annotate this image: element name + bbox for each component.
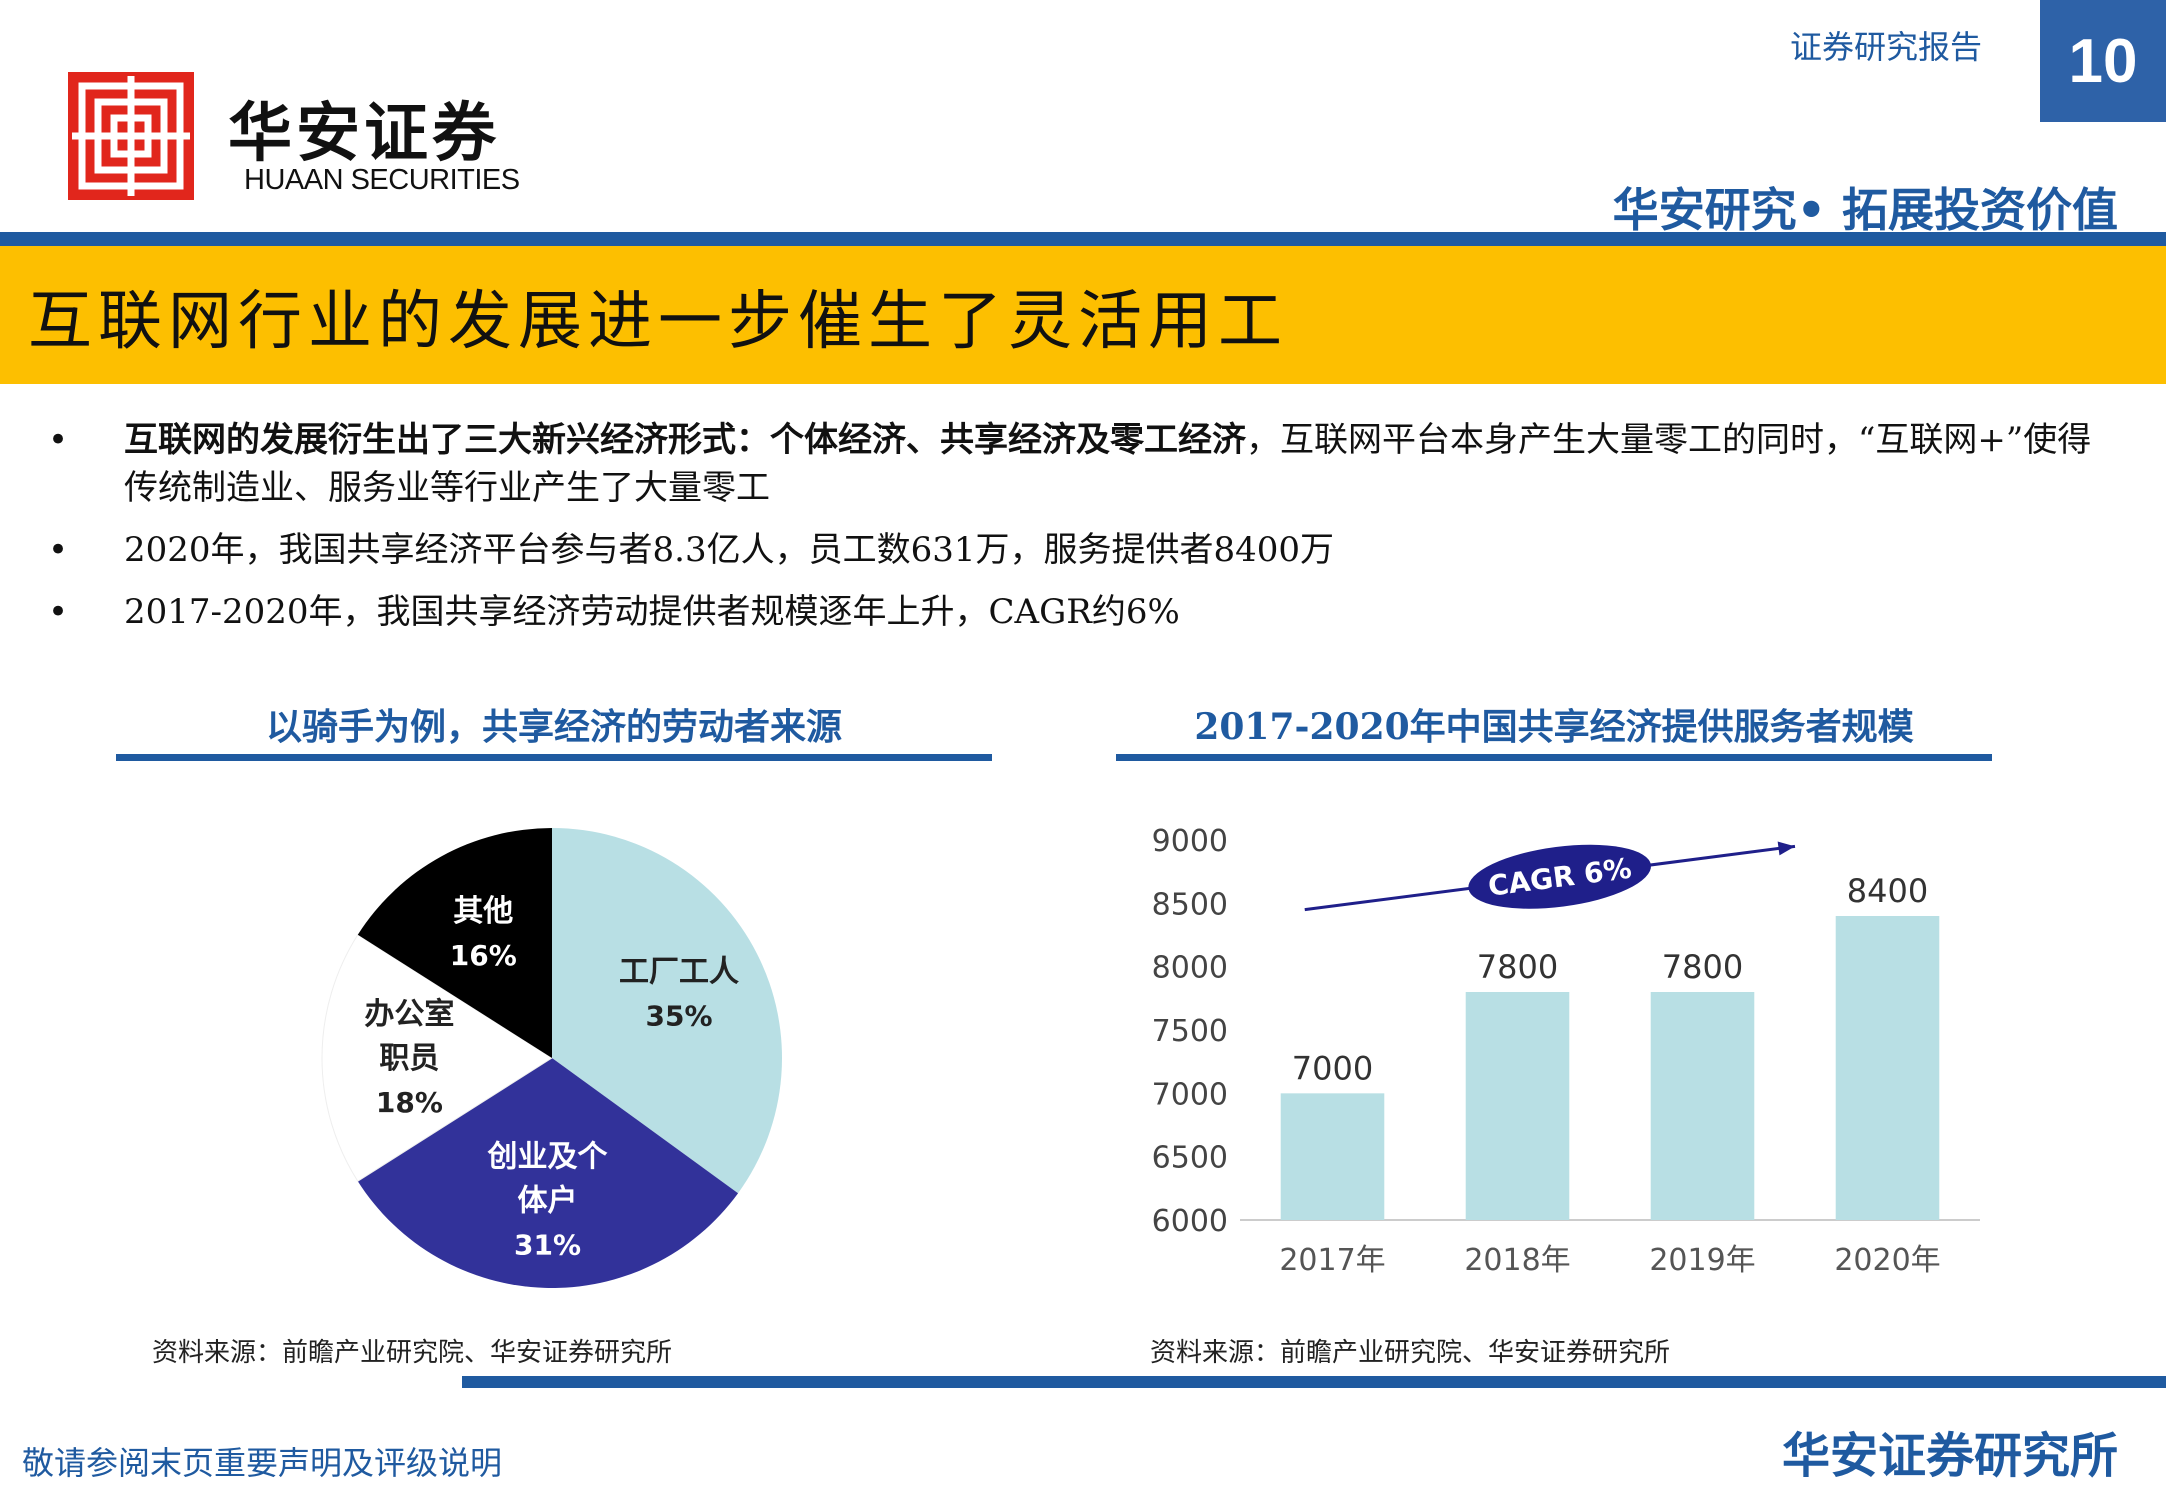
- x-tick-label: 2017年: [1279, 1243, 1385, 1278]
- pie-slice-label: 工厂工人: [619, 954, 739, 989]
- pie-slice-label: 创业及个: [487, 1140, 609, 1175]
- right-source: 资料来源：前瞻产业研究院、华安证券研究所: [1150, 1338, 1671, 1368]
- pie-slice-value: 31%: [514, 1229, 581, 1262]
- logo-chinese-name: 华安证券: [228, 96, 500, 171]
- x-tick-label: 2018年: [1464, 1243, 1570, 1278]
- bar: [1280, 1093, 1385, 1220]
- pie-slice-value: 16%: [450, 939, 517, 972]
- bar: [1835, 916, 1940, 1220]
- bullet-dot: •: [48, 420, 69, 460]
- pie-slice-label: 体户: [518, 1184, 578, 1219]
- pie-slice: [321, 934, 553, 1182]
- bar-value-label: 7800: [1477, 948, 1558, 986]
- cagr-badge: [1468, 844, 1652, 909]
- bar: [1650, 992, 1755, 1220]
- y-tick-label: 7500: [1152, 1014, 1228, 1049]
- pie-slice: [357, 1058, 739, 1288]
- bullet-dot: •: [48, 530, 69, 570]
- bar: [1465, 992, 1570, 1220]
- pie-slice: [552, 828, 782, 1194]
- pie-slice-label: 办公室: [364, 997, 454, 1032]
- y-tick-label: 8000: [1152, 951, 1228, 986]
- header-divider: [0, 232, 2166, 246]
- bullet-item: • 2017-2020年，我国共享经济劳动提供者规模逐年上升，CAGR约6%: [40, 588, 2120, 636]
- right-section-underline: [1116, 754, 1992, 761]
- report-type: 证券研究报告: [1790, 28, 1983, 66]
- footer-org: 华安证券研究所: [1781, 1428, 2118, 1484]
- cagr-arrow-head: [1777, 841, 1795, 856]
- y-tick-label: 8500: [1152, 887, 1228, 922]
- bar-value-label: 7800: [1662, 948, 1743, 986]
- bar-chart: 6000 6500 7000 7500 8000 8500 9000 7000 2017年 780…: [1152, 824, 1980, 1278]
- y-tick-label: 6000: [1152, 1204, 1228, 1239]
- slide-title: 互联网行业的发展进一步催生了灵活用工: [28, 285, 1288, 359]
- y-tick-label: 6500: [1152, 1141, 1228, 1176]
- x-tick-label: 2019年: [1649, 1243, 1755, 1278]
- x-tick-label: 2020年: [1834, 1243, 1940, 1278]
- pie-slice-label: 其他: [453, 894, 513, 929]
- logo-english-name: HUAAN SECURITIES: [244, 164, 520, 196]
- pie-slice: [357, 828, 552, 1058]
- bullet-dot: •: [48, 592, 69, 632]
- bullet-item: • 2020年，我国共享经济平台参与者8.3亿人，员工数631万，服务提供者840…: [40, 526, 2120, 574]
- right-section-title: 2017-2020年中国共享经济提供服务者规模: [1194, 706, 1914, 748]
- pie-slice-label: 职员: [379, 1041, 439, 1076]
- left-section-underline: [116, 754, 992, 761]
- bar-value-label: 7000: [1292, 1049, 1373, 1087]
- left-source: 资料来源：前瞻产业研究院、华安证券研究所: [152, 1338, 673, 1368]
- disclaimer-link[interactable]: 敬请参阅末页重要声明及评级说明: [22, 1444, 503, 1482]
- bullet-text: ，互联网平台本身产生大量零工的同时，“互联网+”使得传统制造业、服务业等行业产生…: [124, 420, 2092, 508]
- footer-divider: [462, 1376, 2166, 1388]
- bar-value-label: 8400: [1847, 872, 1928, 910]
- bullet-text: 2020年，我国共享经济平台参与者8.3亿人，员工数631万，服务提供者8400…: [124, 530, 1335, 570]
- slogan: 华安研究• 拓展投资价值: [1612, 183, 2118, 237]
- page-number: 10: [2040, 0, 2166, 122]
- left-section-title: 以骑手为例，共享经济的劳动者来源: [265, 706, 842, 748]
- y-tick-label: 9000: [1152, 824, 1228, 859]
- bullet-list: • 互联网的发展衍生出了三大新兴经济形式：个体经济、共享经济及零工经济，互联网平台…: [40, 416, 2120, 650]
- bullet-bold-text: 互联网的发展衍生出了三大新兴经济形式：个体经济、共享经济及零工经济: [124, 420, 1246, 460]
- pie-slice-value: 35%: [646, 999, 713, 1032]
- company-logo-icon: [68, 72, 194, 200]
- title-band: [0, 246, 2166, 384]
- pie-slice-value: 18%: [376, 1086, 443, 1119]
- y-tick-label: 7000: [1152, 1077, 1228, 1112]
- bullet-item: • 互联网的发展衍生出了三大新兴经济形式：个体经济、共享经济及零工经济，互联网平台…: [40, 416, 2120, 512]
- bullet-text: 2017-2020年，我国共享经济劳动提供者规模逐年上升，CAGR约6%: [124, 592, 1180, 632]
